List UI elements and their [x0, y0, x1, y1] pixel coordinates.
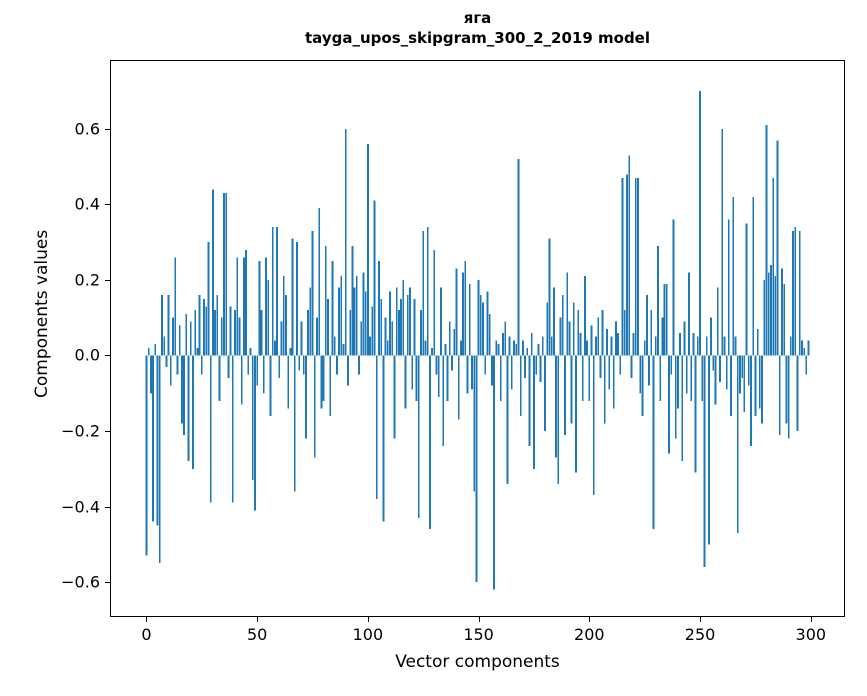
x-tick-mark — [589, 617, 591, 622]
x-tick-label: 150 — [463, 625, 494, 644]
y-tick-label: 0.4 — [74, 194, 100, 214]
x-tick-mark — [700, 617, 702, 622]
x-tick-label: 100 — [352, 625, 384, 644]
x-tick-mark — [146, 617, 148, 622]
x-tick-label: 250 — [684, 625, 716, 644]
y-tick-mark — [105, 431, 110, 432]
y-tick-mark — [105, 204, 110, 206]
y-tick-mark — [105, 128, 110, 130]
x-tick-label: 50 — [246, 625, 268, 644]
x-tick-mark — [367, 617, 369, 622]
plot-area — [110, 60, 845, 617]
y-tick-label: −0.4 — [61, 497, 100, 516]
y-tick-label: −0.2 — [61, 421, 100, 441]
x-tick-mark — [810, 617, 812, 622]
y-tick-mark — [105, 506, 110, 508]
x-tick-label: 0 — [141, 625, 152, 644]
y-tick-label: 0.0 — [74, 345, 100, 365]
y-tick-label: 0.6 — [74, 119, 100, 139]
x-axis-label: Vector components — [395, 652, 560, 672]
y-tick-mark — [105, 355, 110, 357]
y-axis-label: Components values — [32, 229, 52, 398]
x-tick-label: 300 — [795, 625, 827, 644]
chart-title: яга tayga_upos_skipgram_300_2_2019 model — [110, 8, 845, 48]
y-tick-label: −0.6 — [61, 572, 100, 592]
y-tick-mark — [105, 279, 110, 281]
y-tick-mark — [105, 582, 110, 584]
chart-title-model: tayga_upos_skipgram_300_2_2019 model — [305, 29, 650, 47]
chart-title-word: яга — [463, 9, 492, 27]
x-tick-mark — [478, 617, 480, 622]
y-tick-label: 0.2 — [74, 270, 100, 290]
x-tick-mark — [257, 617, 259, 622]
x-tick-label: 200 — [574, 625, 605, 644]
bars — [145, 91, 810, 590]
